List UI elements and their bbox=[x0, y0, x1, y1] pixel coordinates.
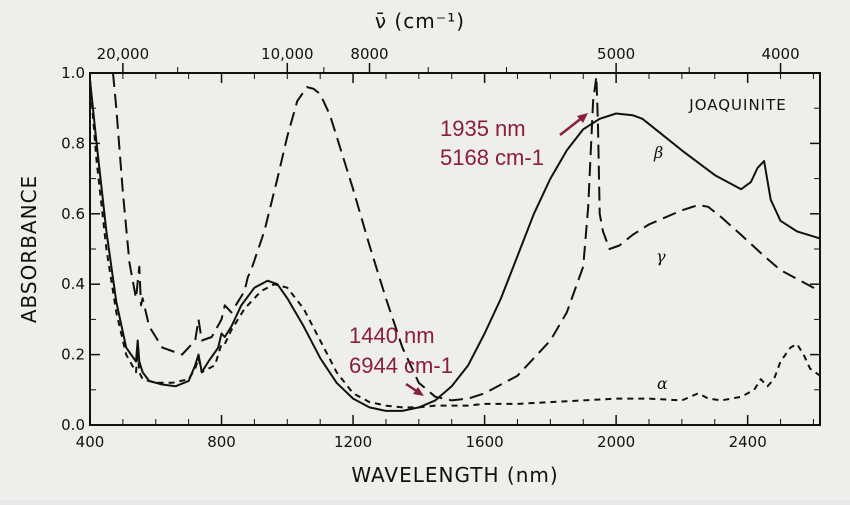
x-tick-label: 2400 bbox=[729, 433, 767, 451]
x-axis-label: WAVELENGTH (nm) bbox=[351, 463, 558, 487]
series-label-alpha: α bbox=[657, 374, 668, 393]
series-layer bbox=[89, 72, 821, 412]
x-tick-label: 1600 bbox=[466, 433, 504, 451]
annotation-1440-line1: 1440 nm bbox=[349, 323, 435, 348]
annotation-1935-arrowhead bbox=[577, 113, 588, 123]
y-tick-label: 0.4 bbox=[61, 275, 85, 293]
y-axis-label: ABSORBANCE bbox=[17, 175, 41, 323]
annotation-1935-line1: 1935 nm bbox=[440, 116, 526, 141]
top-tick-label: 8000 bbox=[350, 45, 388, 63]
annotation-1935: 1935 nm 5168 cm-1 bbox=[440, 113, 588, 170]
x-tick-label: 2000 bbox=[597, 433, 635, 451]
top-axis-ticks: 20,000 10,000 8000 5000 4000 bbox=[97, 45, 800, 73]
series-label-gamma: γ bbox=[656, 247, 666, 266]
top-tick-label: 5000 bbox=[597, 45, 635, 63]
y-tick-label: 0.8 bbox=[61, 134, 85, 152]
x-tick-label: 400 bbox=[76, 433, 105, 451]
annotation-1440-arrowhead bbox=[413, 387, 424, 396]
y-axis-ticks: 0.0 0.2 0.4 0.6 0.8 1.0 bbox=[61, 64, 820, 434]
x-axis-ticks: 400 800 1200 1600 2000 2400 bbox=[76, 73, 814, 451]
y-tick-label: 0.0 bbox=[61, 416, 85, 434]
x-tick-label: 1200 bbox=[334, 433, 372, 451]
y-tick-label: 1.0 bbox=[61, 64, 85, 82]
chart-title: JOAQUINITE bbox=[688, 96, 786, 114]
series-line-alpha bbox=[89, 79, 821, 409]
y-tick-label: 0.6 bbox=[61, 205, 85, 223]
annotation-1935-line2: 5168 cm-1 bbox=[440, 145, 544, 170]
annotation-1440-line2: 6944 cm-1 bbox=[349, 353, 453, 378]
y-tick-label: 0.2 bbox=[61, 346, 85, 364]
top-tick-label: 10,000 bbox=[261, 45, 314, 63]
series-line-gamma bbox=[112, 72, 821, 402]
top-tick-label: 4000 bbox=[761, 45, 799, 63]
top-axis-label: ν̄ (cm⁻¹) bbox=[375, 9, 465, 33]
series-label-beta: β bbox=[653, 143, 663, 162]
x-tick-label: 800 bbox=[207, 433, 236, 451]
top-tick-label: 20,000 bbox=[97, 45, 150, 63]
annotation-1440: 1440 nm 6944 cm-1 bbox=[349, 323, 453, 396]
annotation-1935-arrow bbox=[559, 116, 584, 136]
